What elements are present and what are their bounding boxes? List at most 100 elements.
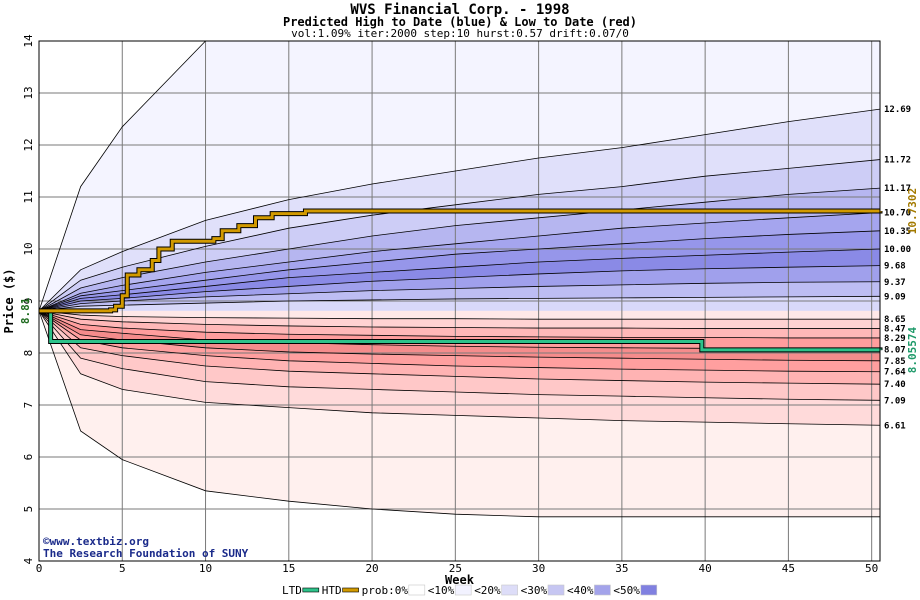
band-label-7.40: 7.40 [884, 380, 906, 390]
y-tick-label-10: 10 [22, 242, 35, 255]
band-line-10.00 [38, 248, 881, 312]
band-line-10.70 [38, 212, 881, 312]
y-tick-label-12: 12 [22, 138, 35, 151]
band-label-9.68: 9.68 [884, 262, 906, 272]
band-label-8.47: 8.47 [884, 325, 906, 335]
lower-band-3 [39, 310, 880, 401]
x-tick-label-5: 5 [119, 562, 126, 575]
legend-label-0: LTD [282, 584, 302, 597]
x-tick-label-15: 15 [282, 562, 295, 575]
x-axis-label: Week [445, 573, 475, 587]
x-tick-label-40: 40 [699, 562, 712, 575]
lower-band-5 [39, 310, 880, 372]
band-label-7.09: 7.09 [884, 396, 906, 406]
chart-params: vol:1.09% iter:2000 step:10 hurst:0.57 d… [291, 27, 629, 40]
band-label-11.17: 11.17 [884, 184, 911, 194]
lower-band-10 [39, 310, 880, 320]
legend-swatch-3 [454, 584, 472, 596]
y-tick-label-14: 14 [22, 34, 35, 48]
x-tick-label-45: 45 [782, 562, 795, 575]
band-label-7.64: 7.64 [884, 368, 906, 378]
band-line-7.40 [38, 310, 881, 385]
upper-band-6 [39, 230, 880, 311]
upper-band-5 [39, 212, 880, 311]
y-tick-label-7: 7 [22, 402, 35, 409]
x-tick-label-0: 0 [36, 562, 43, 575]
band-label-6.61: 6.61 [884, 421, 906, 431]
legend-label-5: <30% [521, 584, 548, 597]
start-price-label: 8.81 [19, 297, 32, 324]
band-line-edge-10 [38, 310, 880, 518]
band-label-9.37: 9.37 [884, 278, 906, 288]
band-label-8.29: 8.29 [884, 334, 906, 344]
band-label-8.65: 8.65 [884, 315, 906, 325]
legend-swatch-7 [640, 584, 658, 596]
htd-ltd-series [39, 208, 883, 353]
ltd-end-label: 8.05574 [906, 327, 919, 374]
y-tick-label-9: 9 [22, 298, 35, 305]
band-label-7.85: 7.85 [884, 357, 906, 367]
band-line-8.29 [38, 310, 880, 339]
upper-band-7 [39, 249, 880, 311]
band-label-10.70: 10.70 [884, 209, 911, 219]
lower-band-1 [39, 310, 880, 517]
legend-swatch-5 [547, 584, 565, 596]
legend-label-3: <10% [428, 584, 455, 597]
band-label-8.07: 8.07 [884, 345, 906, 355]
band-label-12.69: 12.69 [884, 105, 911, 115]
legend-label-4: <20% [474, 584, 501, 597]
y-tick-label-4: 4 [22, 557, 35, 564]
band-line-9.68 [38, 265, 881, 312]
legend-label-6: <40% [567, 584, 594, 597]
band-label-11.72: 11.72 [884, 156, 911, 166]
y-tick-label-11: 11 [22, 190, 35, 203]
upper-band-1 [39, 41, 880, 311]
htd-series-line [39, 209, 882, 313]
x-tick-label-50: 50 [865, 562, 878, 575]
credit-url: ©www.textbiz.org [43, 535, 149, 548]
band-line-8.47 [38, 310, 880, 329]
legend-swatch-1 [342, 587, 359, 593]
axes: 0 5 10 15 20 25 30 35 40 45 504567891011121314Week… [2, 34, 881, 587]
y-axis-label: Price ($) [2, 268, 16, 333]
y-tick-label-6: 6 [22, 454, 35, 461]
ltd-series-line [39, 309, 882, 352]
y-tick-label-13: 13 [22, 86, 35, 99]
x-tick-label-30: 30 [532, 562, 545, 575]
credit-org: The Research Foundation of SUNY [43, 547, 249, 560]
plot-frame [38, 40, 881, 562]
band-line-12.69 [38, 108, 881, 312]
band-label-10.00: 10.00 [884, 245, 911, 255]
band-label-9.09: 9.09 [884, 292, 906, 302]
band-line-10.35 [38, 230, 881, 312]
band-boundary-lines [38, 40, 881, 518]
upper-band-2 [39, 109, 880, 311]
legend-label-7: <50% [613, 584, 640, 597]
chart-title: WVS Financial Corp. - 1998 [350, 2, 570, 18]
x-tick-label-35: 35 [615, 562, 628, 575]
band-line-7.09 [38, 310, 881, 401]
y-tick-label-5: 5 [22, 506, 35, 513]
htd-end-label: 10.7302 [906, 188, 919, 234]
band-line-8.65 [38, 310, 880, 320]
upper-band-9 [39, 281, 880, 311]
band-line-7.64 [38, 310, 881, 373]
band-line-9.37 [38, 281, 881, 312]
x-tick-label-20: 20 [365, 562, 378, 575]
legend-label-1: HTD [322, 584, 342, 597]
legend-swatch-0 [302, 587, 320, 593]
band-label-10.35: 10.35 [884, 227, 911, 237]
legend-swatch-2 [408, 584, 426, 596]
lower-band-4 [39, 310, 880, 385]
grid-lines [38, 40, 880, 562]
legend: LTD HTD prob:0% <10% <20% <30% <40% <50% [282, 584, 658, 597]
band-labels: 12.69 11.72 11.17 10.70 10.35 10.00 9.68 9.37 9.… [884, 105, 919, 431]
lower-band-2 [39, 310, 880, 426]
upper-band-10 [39, 296, 880, 311]
x-tick-label-10: 10 [199, 562, 212, 575]
legend-swatch-4 [501, 584, 518, 596]
lower-band-9 [39, 310, 880, 329]
legend-swatch-6 [594, 584, 611, 596]
